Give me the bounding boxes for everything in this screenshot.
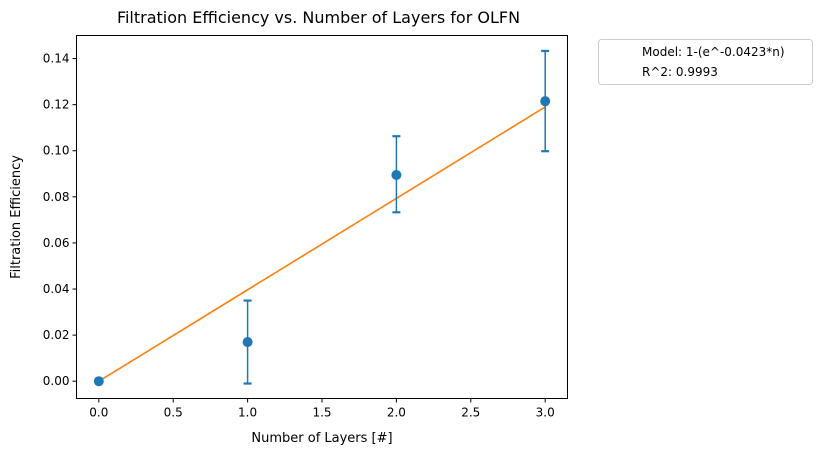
- y-axis: 0.00 0.02 0.04 0.06 0.08 0.10 0.12 0.14: [43, 52, 77, 388]
- data-point: [242, 337, 253, 348]
- x-axis: 0.0 0.5 1.0 1.5 2.0 2.5 3.0: [89, 398, 555, 420]
- x-tick-label: 2.0: [387, 406, 406, 420]
- data-point: [93, 376, 104, 387]
- x-tick-label: 0.5: [164, 406, 183, 420]
- x-tick-label: 2.5: [461, 406, 480, 420]
- data-point: [391, 169, 402, 180]
- legend-entry-model: Model: 1-(e^-0.0423*n): [642, 45, 785, 59]
- x-tick-label: 1.5: [312, 406, 331, 420]
- legend-entry-r2: R^2: 0.9993: [642, 65, 718, 79]
- fit-line-layer: [98, 106, 546, 382]
- plot-frame: [76, 35, 568, 399]
- data-point: [540, 96, 551, 107]
- x-tick-label: 0.0: [89, 406, 108, 420]
- y-tick-label: 0.02: [43, 328, 70, 342]
- y-axis-label: Filtration Efficiency: [9, 155, 24, 279]
- legend-box: [598, 39, 813, 85]
- model-fit-line: [98, 106, 546, 382]
- data-point-layer: [93, 96, 551, 387]
- y-tick-label: 0.10: [43, 144, 70, 158]
- y-tick-label: 0.04: [43, 282, 70, 296]
- chart-title: Filtration Efficiency vs. Number of Laye…: [117, 8, 520, 27]
- y-tick-label: 0.08: [43, 190, 70, 204]
- x-tick-label: 1.0: [238, 406, 257, 420]
- error-bar-layer: [243, 49, 550, 385]
- x-axis-label: Number of Layers [#]: [251, 431, 392, 446]
- y-tick-label: 0.14: [43, 52, 70, 66]
- x-tick-label: 3.0: [536, 406, 555, 420]
- y-tick-label: 0.12: [43, 98, 70, 112]
- y-tick-label: 0.00: [43, 374, 70, 388]
- legend: Model: 1-(e^-0.0423*n) R^2: 0.9993: [598, 39, 813, 85]
- y-tick-label: 0.06: [43, 236, 70, 250]
